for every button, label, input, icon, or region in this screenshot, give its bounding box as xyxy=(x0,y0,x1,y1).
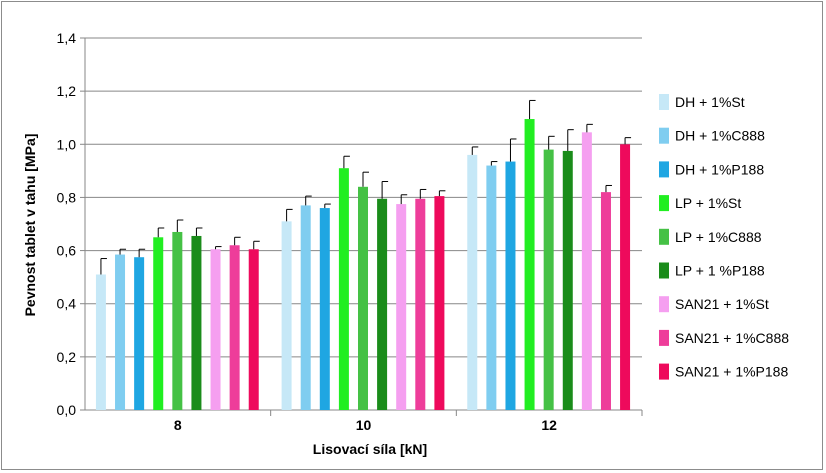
legend-label: DH + 1%P188 xyxy=(675,161,764,177)
legend-label: LP + 1 %P188 xyxy=(675,263,765,279)
y-tick-labels: 0,0 0,2 0,4 0,6 0,8 1,0 1,2 1,4 xyxy=(57,30,77,418)
legend-label: LP + 1%C888 xyxy=(675,229,762,245)
bar xyxy=(396,204,407,410)
bar xyxy=(524,119,535,411)
bar xyxy=(95,274,106,410)
y-tick-label: 0,8 xyxy=(57,189,77,205)
bar xyxy=(434,196,445,410)
bar xyxy=(115,254,126,410)
bar xyxy=(358,186,368,410)
y-tick-label: 0,2 xyxy=(57,349,77,365)
bar xyxy=(543,149,554,410)
bar xyxy=(191,235,202,410)
bar xyxy=(600,192,611,410)
legend: DH + 1%St DH + 1%C888 DH + 1%P188 LP + 1%St… xyxy=(659,94,789,380)
legend-swatch xyxy=(659,262,669,279)
bar xyxy=(505,161,516,410)
legend-label: DH + 1%St xyxy=(675,94,745,110)
y-tick-label: 0,6 xyxy=(57,243,77,259)
bar xyxy=(210,249,221,410)
x-category-label: 12 xyxy=(541,417,557,433)
bar xyxy=(172,231,183,410)
y-tick-label: 0,4 xyxy=(57,296,77,312)
y-tick-label: 1,2 xyxy=(57,83,77,99)
bar xyxy=(300,205,311,410)
legend-swatch xyxy=(659,94,669,110)
y-tick-label: 1,0 xyxy=(57,136,77,152)
legend-swatch xyxy=(659,363,669,380)
bar xyxy=(338,168,349,410)
bar xyxy=(415,198,426,410)
legend-label: SAN21 + 1%C888 xyxy=(675,330,789,346)
legend-swatch xyxy=(659,127,669,144)
legend-swatch xyxy=(659,296,669,313)
bar xyxy=(281,221,292,410)
y-tick-label: 1,4 xyxy=(57,30,77,46)
bar xyxy=(319,208,330,410)
bars xyxy=(95,99,632,411)
legend-label: LP + 1%St xyxy=(675,195,741,211)
legend-swatch xyxy=(659,329,669,346)
legend-swatch xyxy=(659,161,669,178)
bar xyxy=(248,249,259,410)
legend-swatch xyxy=(659,195,669,212)
y-tick-label: 0,0 xyxy=(57,402,77,418)
bar xyxy=(467,154,478,410)
legend-swatch xyxy=(659,228,669,245)
x-category-label: 8 xyxy=(174,417,182,433)
x-axis-title: Lisovací síla [kN] xyxy=(313,441,427,457)
x-category-labels: 8 10 12 xyxy=(174,417,557,433)
legend-label: SAN21 + 1%St xyxy=(675,296,769,312)
bar xyxy=(486,165,497,410)
bar xyxy=(377,198,388,410)
bar xyxy=(620,144,631,411)
bar xyxy=(134,257,145,410)
y-axis-title: Pevnost tablet v tahu [MPa] xyxy=(22,134,38,317)
legend-label: SAN21 + 1%P188 xyxy=(675,364,788,380)
legend-label: DH + 1%C888 xyxy=(675,128,765,144)
bar xyxy=(562,150,573,410)
bar xyxy=(153,237,164,410)
bar xyxy=(581,132,592,411)
x-category-label: 10 xyxy=(356,417,372,433)
bar xyxy=(229,245,240,410)
